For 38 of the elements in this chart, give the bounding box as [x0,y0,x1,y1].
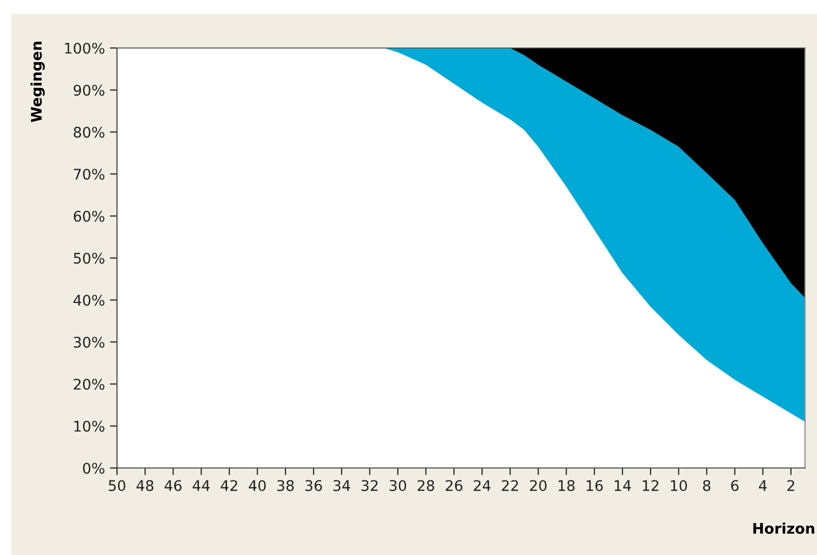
y-tick-label: 0% [83,462,104,474]
x-tick-label: 8 [703,480,710,492]
x-tick-label: 4 [758,480,767,491]
x-tick-label: 42 [220,480,238,491]
x-tick-label: 22 [502,480,518,491]
x-tick-label: 2 [787,480,794,491]
x-tick-label: 40 [248,480,266,492]
x-tick-label: 32 [362,480,378,492]
y-tick-label: 100% [65,42,104,54]
x-tick-label: 46 [164,480,182,492]
x-tick-label: 18 [558,480,575,492]
y-tick-label: 60% [74,210,104,222]
x-tick-label: 24 [474,480,491,491]
y-tick-label: 30% [74,336,104,348]
x-tick-label: 28 [418,480,434,492]
y-tick-label: 50% [74,252,104,264]
x-tick-label: 16 [586,480,603,492]
y-tick-label: 70% [74,168,104,180]
x-tick-label: 50 [108,480,126,492]
x-tick-label: 6 [731,480,739,492]
x-tick-label: 30 [390,480,406,492]
x-tick-label: 14 [614,480,631,491]
y-tick-label: 10% [74,420,104,432]
x-tick-label: 34 [333,480,350,492]
x-tick-label: 36 [305,480,322,492]
x-tick-label: 26 [446,480,462,492]
x-tick-label: 10 [670,480,687,492]
x-tick-label: 20 [530,480,547,492]
x-tick-label: 12 [642,480,658,491]
x-axis-title: Horizon [753,522,814,534]
y-tick-label: 20% [74,378,104,390]
y-tick-label: 90% [74,84,104,96]
x-tick-label: 48 [136,480,154,492]
x-tick-label: 38 [277,480,294,492]
y-tick-label: 40% [73,294,104,306]
y-axis-title: Wegingen [30,42,45,122]
x-tick-label: 44 [192,480,210,491]
y-tick-label: 80% [74,126,104,138]
